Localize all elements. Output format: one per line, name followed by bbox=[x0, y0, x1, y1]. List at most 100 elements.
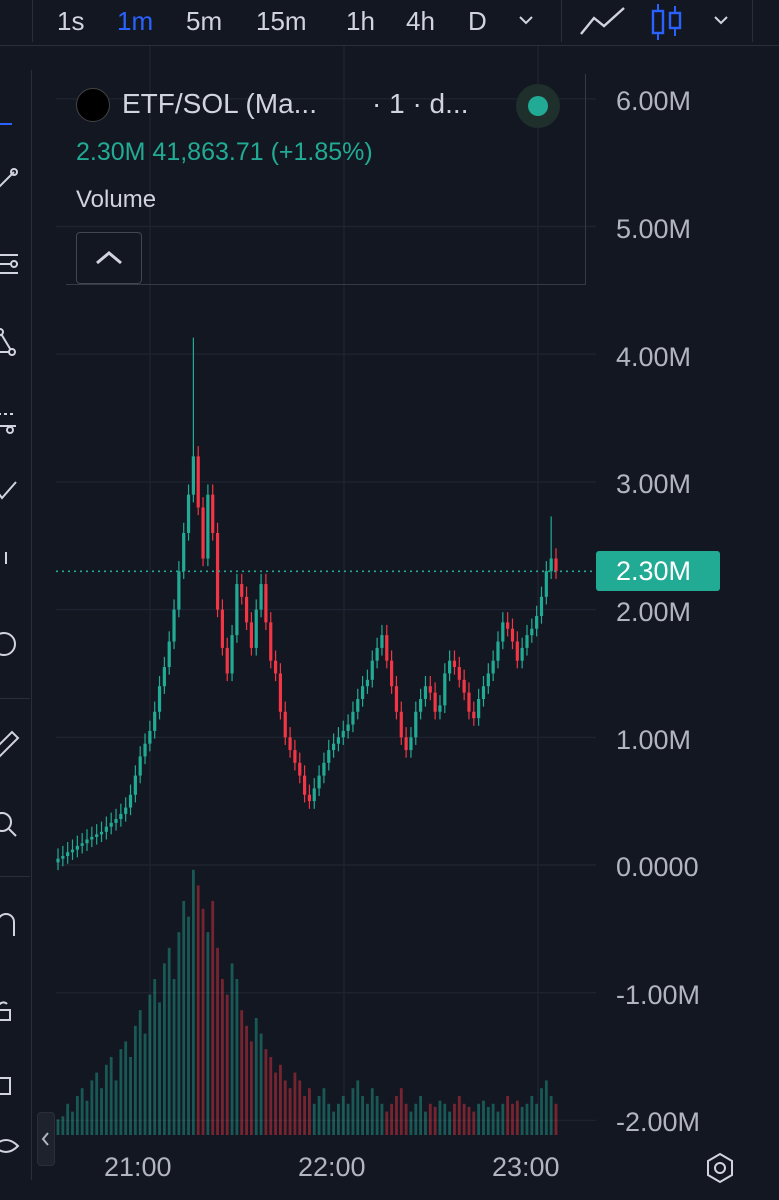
candle-body bbox=[356, 698, 360, 712]
eye-icon[interactable] bbox=[0, 1070, 20, 1098]
candle-body bbox=[544, 571, 548, 597]
symbol-avatar bbox=[76, 88, 110, 122]
volume-bar bbox=[496, 1111, 500, 1135]
candle-body bbox=[225, 647, 229, 674]
collapse-toolbar-button[interactable] bbox=[37, 1112, 55, 1166]
volume-bar bbox=[187, 916, 190, 1135]
pattern-icon[interactable] bbox=[0, 328, 20, 356]
ruler-icon[interactable] bbox=[0, 730, 20, 758]
timeframe-1h[interactable]: 1h bbox=[346, 6, 375, 36]
text-tool-icon[interactable] bbox=[0, 548, 20, 576]
candle-body bbox=[109, 822, 113, 827]
candle-body bbox=[472, 711, 476, 719]
symbol-name[interactable]: ETF/SOL (Ma... bbox=[122, 88, 317, 119]
lock-icon[interactable] bbox=[0, 996, 20, 1024]
volume-bar bbox=[535, 1103, 539, 1135]
volume-bar bbox=[153, 979, 157, 1135]
candle-body bbox=[70, 849, 75, 853]
candle-body bbox=[177, 571, 181, 610]
price-tick: 4.00M bbox=[616, 342, 692, 372]
candle-body bbox=[61, 856, 65, 859]
candle-body bbox=[128, 794, 133, 808]
candle-body bbox=[481, 686, 486, 699]
volume-bar bbox=[114, 1080, 118, 1135]
volume-bar bbox=[269, 1057, 273, 1135]
magnet-icon[interactable] bbox=[0, 910, 20, 938]
collapse-legend-button[interactable] bbox=[76, 232, 142, 284]
volume-bar bbox=[191, 869, 195, 1135]
timeframe-1s[interactable]: 1s bbox=[57, 6, 85, 36]
timeframe-D[interactable]: D bbox=[468, 6, 487, 36]
candle-body bbox=[264, 584, 268, 623]
timeframe-15m[interactable]: 15m bbox=[256, 6, 307, 36]
candle-body bbox=[244, 596, 249, 623]
market-status[interactable] bbox=[516, 84, 560, 128]
candle-body bbox=[283, 711, 287, 738]
candle-body bbox=[539, 596, 544, 616]
candle-body bbox=[346, 724, 350, 731]
candle-body bbox=[201, 507, 205, 559]
trash-icon[interactable] bbox=[0, 1132, 20, 1160]
volume-bar bbox=[167, 947, 171, 1135]
candle-body bbox=[249, 622, 253, 648]
candle-body bbox=[293, 750, 297, 763]
candle-body bbox=[433, 692, 437, 712]
brush-icon[interactable] bbox=[0, 478, 20, 506]
fib-retracement-icon[interactable] bbox=[0, 250, 20, 278]
volume-bar bbox=[71, 1111, 74, 1135]
candle-body bbox=[148, 730, 152, 744]
volume-bar bbox=[216, 947, 219, 1135]
candle-body bbox=[375, 647, 379, 661]
candle-body bbox=[124, 807, 128, 814]
candle-body bbox=[133, 775, 137, 795]
volume-bar bbox=[172, 979, 176, 1135]
candle-body bbox=[182, 532, 186, 572]
timeframe-1m[interactable]: 1m bbox=[117, 6, 154, 36]
volume-bar bbox=[303, 1096, 306, 1135]
candle-body bbox=[114, 819, 118, 823]
candle-body bbox=[428, 686, 432, 693]
candle-body bbox=[404, 737, 408, 751]
cursor-icon[interactable] bbox=[0, 110, 20, 138]
prediction-icon[interactable] bbox=[0, 408, 20, 436]
smile-icon[interactable] bbox=[0, 630, 20, 658]
line-chart-icon[interactable] bbox=[578, 4, 628, 38]
volume-indicator-label[interactable]: Volume bbox=[76, 186, 157, 213]
trend-line-icon[interactable] bbox=[0, 166, 20, 194]
candle-body bbox=[56, 858, 60, 863]
chevron-down-icon[interactable] bbox=[709, 8, 733, 32]
candle-body bbox=[215, 532, 220, 610]
candle-body bbox=[269, 622, 273, 661]
volume-bar bbox=[264, 1049, 268, 1135]
candle-body bbox=[525, 635, 529, 648]
volume-bar bbox=[158, 1002, 161, 1135]
volume-bar bbox=[240, 1010, 244, 1135]
timeframe-4h[interactable]: 4h bbox=[406, 6, 435, 36]
volume-bar bbox=[486, 1106, 490, 1135]
chevron-down-icon[interactable] bbox=[514, 8, 538, 32]
settings-icon[interactable] bbox=[703, 1151, 737, 1185]
volume-bar bbox=[491, 1103, 495, 1135]
volume-bar bbox=[312, 1103, 316, 1135]
candle-body bbox=[423, 686, 428, 699]
timeframe-5m[interactable]: 5m bbox=[186, 6, 223, 36]
volume-bar bbox=[66, 1103, 70, 1135]
candle-body bbox=[167, 641, 171, 668]
volume-bar bbox=[100, 1088, 103, 1135]
volume-bar bbox=[356, 1080, 360, 1135]
volume-bar bbox=[317, 1096, 321, 1135]
toolbar-divider bbox=[0, 698, 30, 699]
volume-bar bbox=[162, 963, 166, 1135]
candle-body bbox=[380, 635, 384, 648]
candle-body bbox=[365, 679, 370, 687]
zoom-icon[interactable] bbox=[0, 810, 20, 838]
volume-bar bbox=[525, 1103, 529, 1135]
volume-bar bbox=[472, 1111, 476, 1135]
candle-body bbox=[554, 558, 558, 572]
volume-bar bbox=[366, 1103, 369, 1135]
volume-bar bbox=[477, 1103, 481, 1135]
candle-body bbox=[341, 730, 345, 738]
candles-icon[interactable] bbox=[648, 2, 684, 42]
